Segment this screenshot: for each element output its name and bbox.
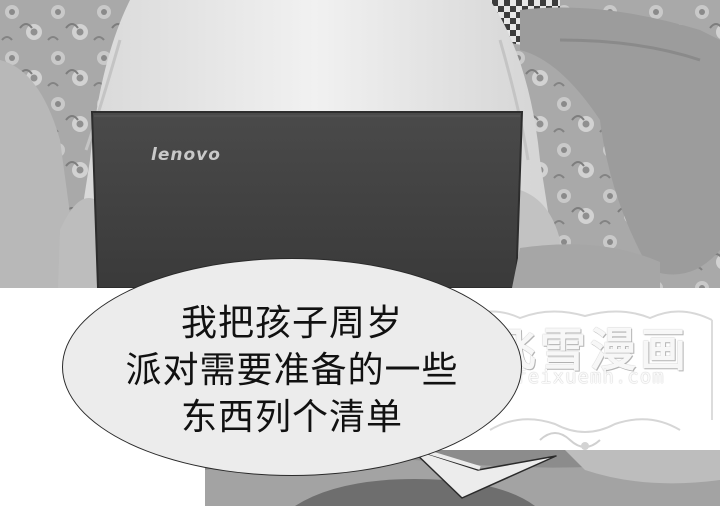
watermark-title: 飞雪漫画 bbox=[490, 323, 690, 377]
watermark-url: feixuemh.com bbox=[515, 366, 665, 388]
comic-panel-top: lenovo bbox=[0, 0, 720, 288]
speech-line-3: 东西列个清单 bbox=[180, 397, 403, 438]
adult-leg-grey-pants bbox=[520, 7, 720, 275]
speech-line-2: 派对需要准备的一些 bbox=[125, 350, 459, 391]
speech-bubble bbox=[62, 258, 522, 476]
speech-line-1: 我把孩子周岁 bbox=[180, 303, 403, 344]
laptop-scene-illustration: lenovo bbox=[0, 0, 720, 288]
laptop-brand-logo: lenovo bbox=[151, 145, 221, 165]
laptop-lid bbox=[90, 111, 524, 288]
child-left-arm bbox=[58, 198, 100, 288]
speech-bubble-text: 我把孩子周岁 派对需要准备的一些 东西列个清单 bbox=[62, 300, 522, 441]
sofa-pillow bbox=[512, 244, 660, 288]
